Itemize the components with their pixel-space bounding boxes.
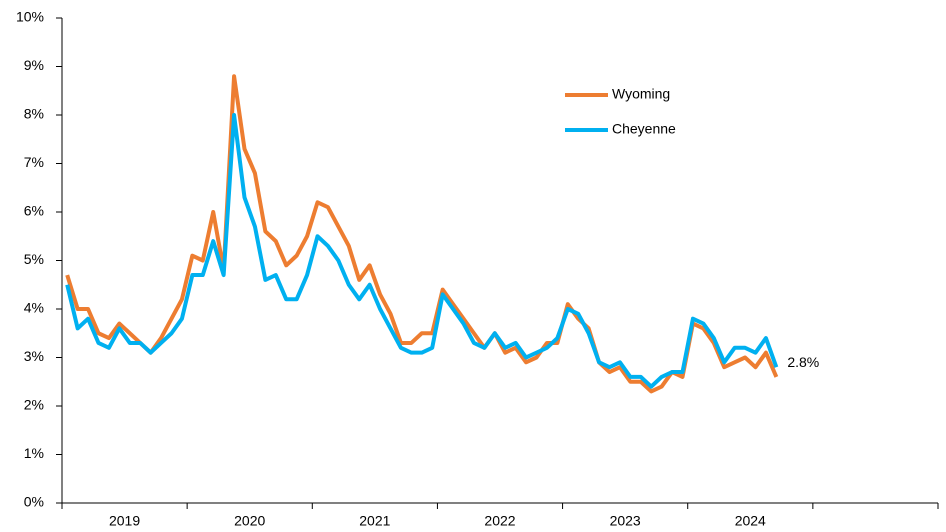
x-tick-label: 2023 [610, 513, 641, 529]
data-label: 2.8% [787, 354, 819, 370]
y-tick-label: 6% [24, 203, 44, 219]
y-tick-label: 0% [24, 494, 44, 510]
y-tick-label: 1% [24, 445, 44, 461]
legend-label: Cheyenne [612, 121, 676, 137]
y-tick-label: 8% [24, 106, 44, 122]
y-tick-label: 9% [24, 57, 44, 73]
series-line [65, 113, 779, 389]
x-tick-label: 2019 [109, 513, 140, 529]
y-tick-label: 7% [24, 154, 44, 170]
series-line [65, 74, 779, 394]
x-tick-label: 2022 [484, 513, 515, 529]
x-tick-label: 2020 [234, 513, 265, 529]
legend-label: Wyoming [612, 86, 670, 102]
y-tick-label: 10% [16, 9, 44, 25]
y-tick-label: 4% [24, 300, 44, 316]
y-tick-label: 2% [24, 397, 44, 413]
y-tick-label: 3% [24, 348, 44, 364]
y-tick-label: 5% [24, 251, 44, 267]
x-tick-label: 2024 [735, 513, 766, 529]
x-tick-label: 2021 [359, 513, 390, 529]
